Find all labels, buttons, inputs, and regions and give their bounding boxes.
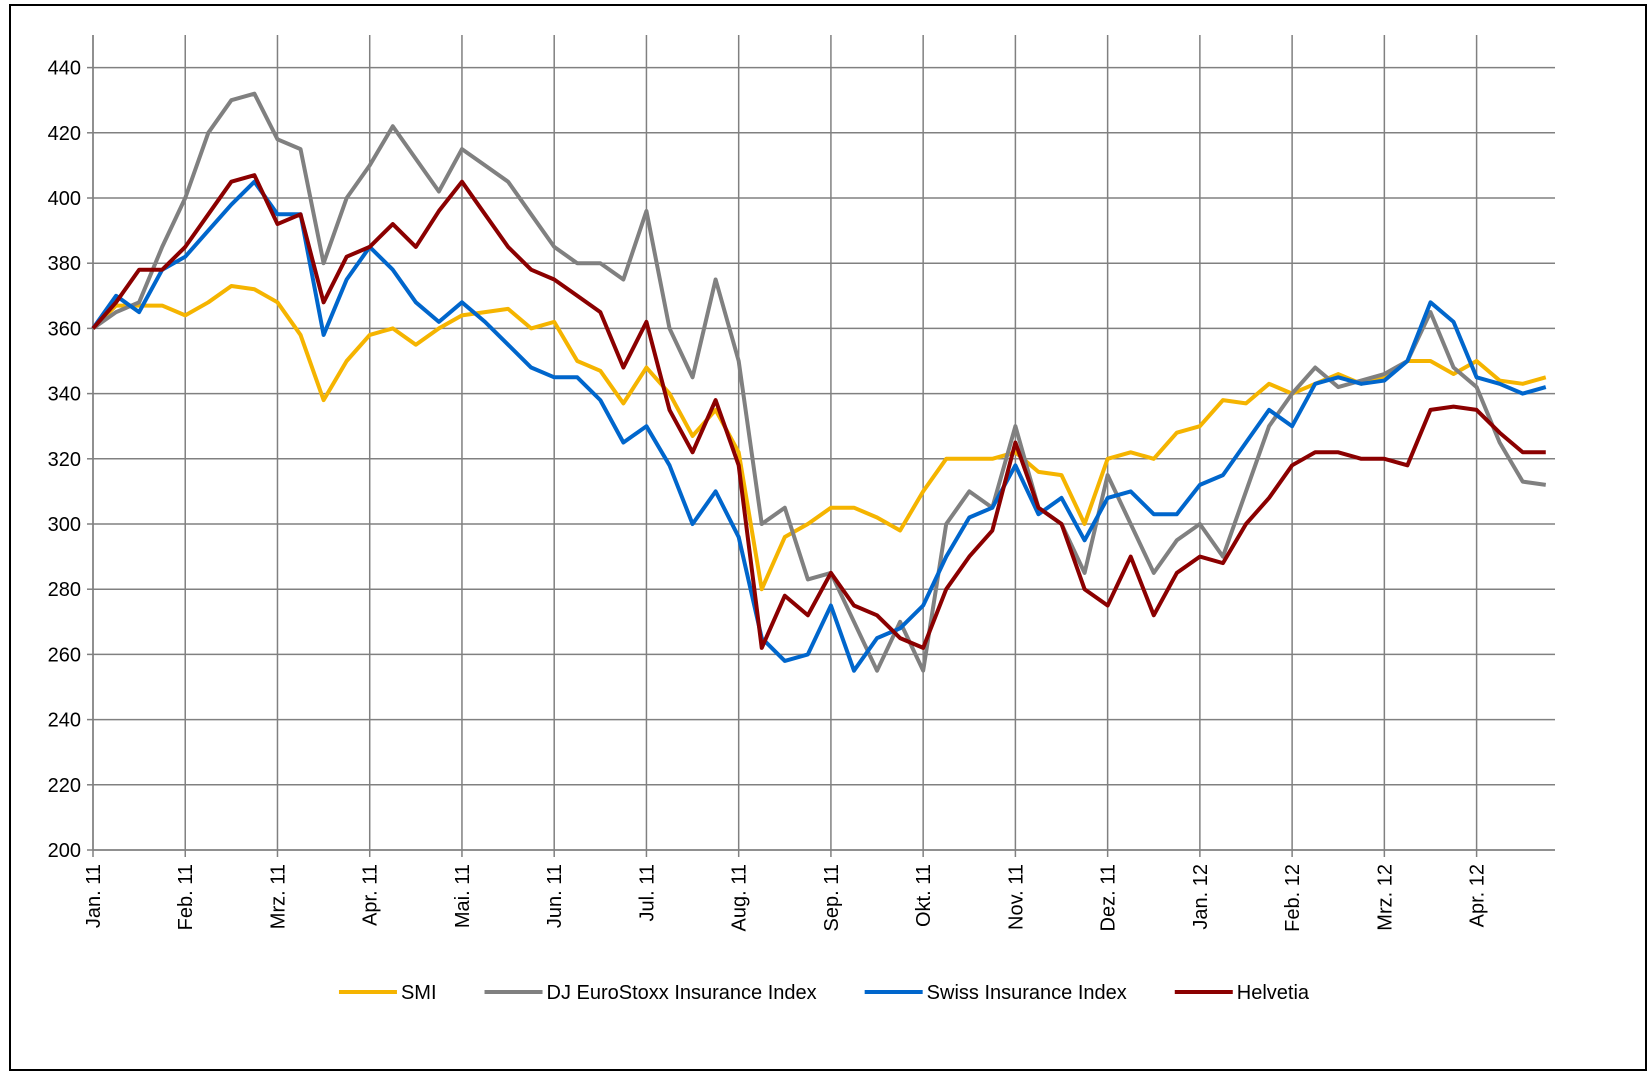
y-tick-label: 400: [48, 188, 81, 210]
legend-label: SMI: [401, 982, 437, 1004]
x-tick-label: Jul. 11: [636, 864, 658, 921]
x-tick-label: Feb. 12: [1282, 864, 1304, 932]
y-tick-label: 220: [48, 775, 81, 797]
y-tick-label: 320: [48, 449, 81, 471]
legend-label: Helvetia: [1237, 982, 1310, 1004]
x-tick-label: Mai. 11: [452, 864, 474, 928]
legend-label: DJ EuroStoxx Insurance Index: [547, 982, 817, 1004]
legend: SMI DJ EuroStoxx Insurance Index Swiss Ins…: [338, 982, 1310, 1004]
x-tick-label: Apr. 11: [360, 864, 382, 926]
series-line: [91, 173, 1546, 650]
y-tick-label: 200: [48, 840, 81, 862]
y-tick-label: 240: [48, 710, 81, 732]
x-tick-label: Nov. 11: [1005, 864, 1027, 930]
x-tick-label: Jan. 12: [1190, 864, 1212, 930]
y-tick-label: 280: [48, 579, 81, 601]
series-line: [91, 179, 1547, 673]
x-tick-label: Okt. 11: [913, 864, 935, 927]
x-tick-label: Mrz. 11: [267, 864, 289, 929]
x-tick-label: Jun. 11: [544, 864, 566, 928]
series-line: [91, 284, 1547, 592]
x-tick-label: Mrz. 12: [1374, 864, 1396, 931]
y-tick-label: 380: [48, 253, 81, 275]
y-tick-label: 360: [48, 318, 81, 340]
x-tick-label: Feb. 11: [175, 864, 197, 930]
y-tick-label: 300: [48, 514, 81, 536]
x-tick-label: Apr. 12: [1467, 864, 1489, 927]
y-tick-label: 340: [48, 384, 81, 406]
x-tick-label: Aug. 11: [729, 864, 751, 931]
x-tick-label: Jan. 11: [83, 864, 105, 928]
y-tick-label: 420: [48, 123, 81, 145]
series-line: [91, 91, 1547, 673]
legend-label: Swiss Insurance Index: [927, 982, 1127, 1004]
x-tick-label: Dez. 11: [1098, 864, 1120, 931]
y-tick-label: 440: [48, 58, 81, 80]
y-tick-label: 260: [48, 644, 81, 666]
x-tick-label: Sep. 11: [821, 864, 843, 931]
chart-border: [9, 4, 1647, 1071]
